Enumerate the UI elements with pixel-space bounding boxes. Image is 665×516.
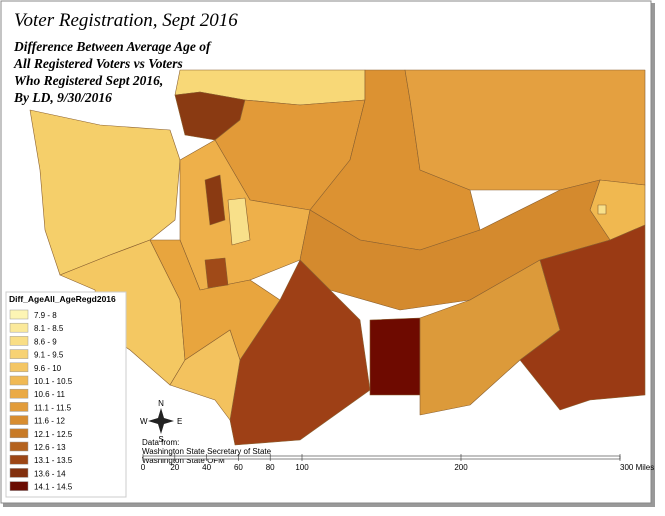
subtitle-line: By LD, 9/30/2016 <box>13 90 112 105</box>
legend-swatch <box>9 428 29 439</box>
district <box>229 259 371 446</box>
legend-label: 11.6 - 12 <box>34 417 66 426</box>
compass-n: N <box>158 399 164 408</box>
legend-label: 10.6 - 11 <box>34 390 66 399</box>
scale-label: 100 <box>295 463 309 472</box>
subtitle-line: All Registered Voters vs Voters <box>13 56 183 71</box>
legend-swatch <box>9 349 29 359</box>
legend-swatch <box>9 454 29 465</box>
source-line: Washington State OFM <box>142 456 225 465</box>
legend-swatch <box>9 441 29 452</box>
legend-label: 8.1 - 8.5 <box>34 324 64 333</box>
scale-label: 0 <box>141 463 146 472</box>
legend-swatch <box>9 481 29 491</box>
scale-label: 60 <box>234 463 243 472</box>
scale-label: 20 <box>170 463 179 472</box>
district <box>204 174 226 226</box>
district <box>299 179 611 311</box>
legend-swatch <box>9 375 29 386</box>
source-line: Data from: <box>142 438 179 447</box>
legend-swatch <box>9 415 29 425</box>
legend-label: 9.1 - 9.5 <box>34 351 64 360</box>
legend-swatch <box>9 388 29 399</box>
legend-swatch <box>9 309 29 320</box>
legend-label: 8.6 - 9 <box>34 337 57 346</box>
scale-label: 300 Miles <box>620 463 654 472</box>
legend-title: Diff_AgeAll_AgeRegd2016 <box>9 294 116 304</box>
compass-s: S <box>158 435 163 444</box>
subtitle-line: Difference Between Average Age of <box>13 39 212 54</box>
scale-label: 200 <box>454 463 468 472</box>
district <box>519 224 646 411</box>
district <box>227 197 251 246</box>
legend-label: 12.6 - 13 <box>34 443 66 452</box>
legend-label: 10.1 - 10.5 <box>34 377 73 386</box>
legend-label: 13.6 - 14 <box>34 469 66 478</box>
subtitle-line: Who Registered Sept 2016, <box>14 73 163 88</box>
compass-w: W <box>140 417 148 426</box>
map-title: Voter Registration, Sept 2016 <box>14 10 238 31</box>
district <box>597 204 607 215</box>
district <box>404 69 646 191</box>
legend-label: 12.1 - 12.5 <box>34 430 73 439</box>
scale-bar <box>142 455 621 460</box>
legend-label: 11.1 - 11.5 <box>34 403 72 412</box>
legend-swatch <box>9 322 29 333</box>
legend-label: 14.1 - 14.5 <box>34 483 73 492</box>
district <box>369 317 421 396</box>
district <box>204 257 229 289</box>
source-line: Washington State Secretary of State <box>142 447 272 456</box>
legend-swatch <box>9 362 29 373</box>
compass: N S E W <box>140 399 182 444</box>
compass-e: E <box>177 417 182 426</box>
legend-swatch <box>9 402 29 412</box>
legend-swatch <box>9 468 29 478</box>
legend-label: 9.6 - 10 <box>34 364 62 373</box>
legend-label: 13.1 - 13.5 <box>34 456 73 465</box>
scale-label: 40 <box>202 463 211 472</box>
district <box>169 329 241 421</box>
scale-label: 80 <box>266 463 275 472</box>
legend-swatch <box>9 336 29 346</box>
legend-label: 7.9 - 8 <box>34 311 57 320</box>
